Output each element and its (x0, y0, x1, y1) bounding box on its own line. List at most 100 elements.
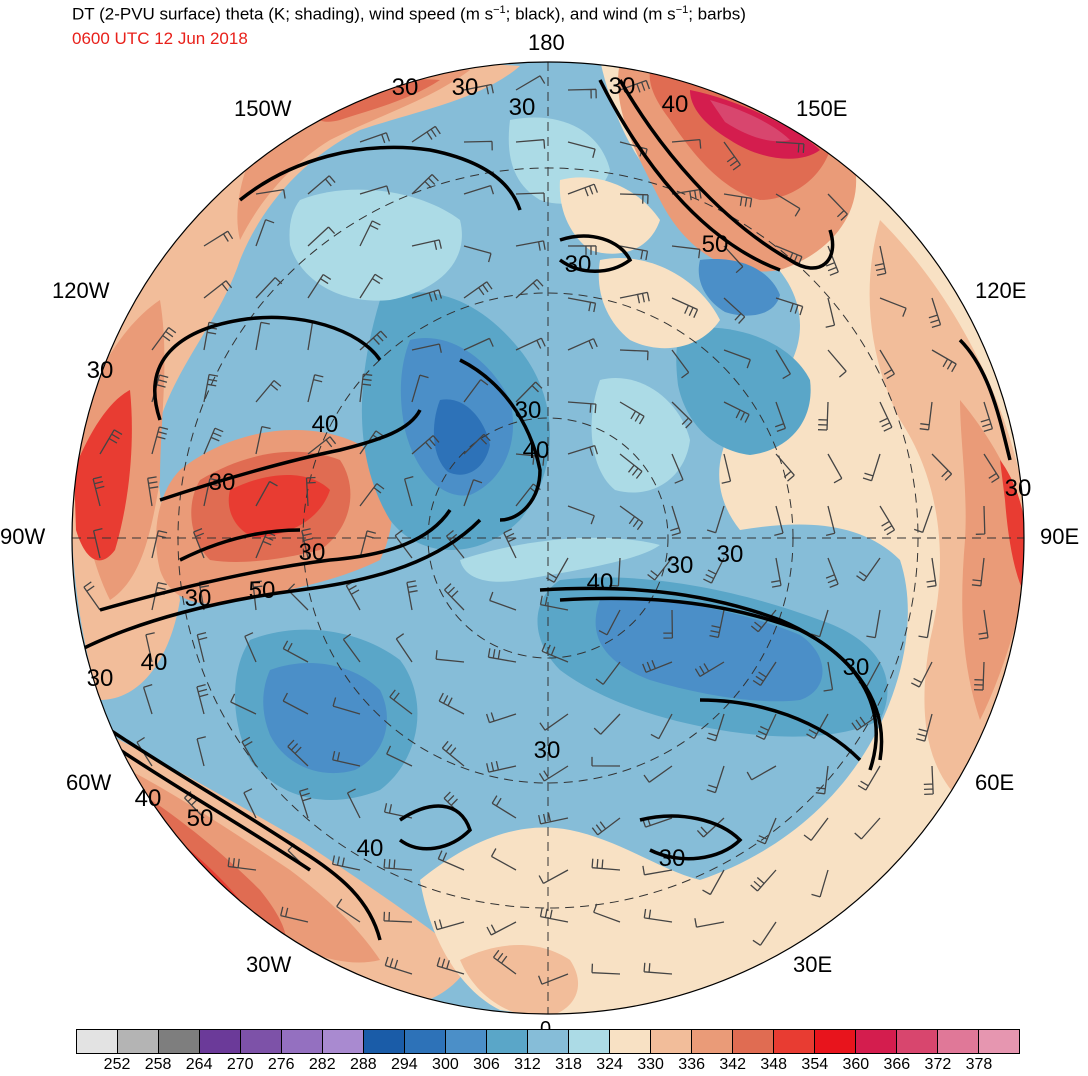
wind-barb (591, 756, 621, 767)
wind-barb (775, 297, 804, 316)
wind-barb (487, 648, 517, 663)
wind-barb (706, 505, 725, 534)
lon-label-150e: 150E (796, 96, 848, 121)
wind-barb (463, 479, 483, 507)
colorbar-swatch (774, 1030, 815, 1053)
wind-barb (642, 659, 673, 673)
wind-barb (203, 230, 234, 247)
wind-barb (305, 476, 316, 507)
wind-barb (862, 453, 881, 482)
colorbar-swatch (569, 1030, 610, 1053)
colorbar-tick-label: 378 (965, 1056, 993, 1073)
wind-barb (539, 713, 569, 731)
wind-barb (383, 858, 413, 871)
lon-label-60w: 60W (66, 770, 112, 795)
wind-barb (670, 505, 682, 537)
wind-barb (515, 75, 546, 91)
colorbar-tick-label: 288 (349, 1056, 377, 1073)
wind-barb (142, 683, 153, 715)
wind-barb (411, 239, 442, 250)
wind-barb (752, 921, 777, 946)
wind-barb (255, 277, 283, 299)
jet-contour-10 (119, 748, 311, 872)
wind-barb (445, 529, 465, 559)
wind-barb (975, 505, 986, 535)
wind-barb (721, 453, 732, 484)
wind-barb (642, 865, 673, 876)
colorbar-tick-label: 312 (514, 1056, 541, 1073)
colorbar-swatch (446, 1030, 487, 1053)
wind-barb (541, 642, 569, 663)
theta-colorbar (76, 1029, 1020, 1054)
colorbar-swatch (364, 1030, 405, 1053)
theta-shading (72, 62, 1024, 1014)
wind-barb (567, 88, 597, 99)
wind-barb (671, 349, 690, 379)
jet-contour-8 (598, 79, 781, 272)
colorbar-swatch (733, 1030, 774, 1053)
jet-contour-16 (398, 804, 473, 851)
jet-contour-18 (179, 528, 301, 562)
latitude-circle-3 (177, 167, 919, 909)
wind-barb (567, 297, 597, 313)
wind-barb (671, 188, 702, 201)
colorbar-swatch (815, 1030, 856, 1053)
wind-barb (671, 138, 702, 149)
wind-barb (706, 765, 725, 794)
wind-barb (486, 760, 517, 773)
colorbar-tick-label: 276 (267, 1056, 295, 1073)
wind-barb (827, 453, 843, 484)
wind-barb (591, 817, 621, 836)
wind-barb (815, 765, 829, 795)
contour-labels: 30 30 30 40 30 30 50 30 40 30 30 40 30 3… (87, 73, 1032, 872)
contour-label: 50 (187, 805, 214, 832)
colorbar-tick-label: 264 (185, 1056, 213, 1073)
wind-barb (619, 401, 645, 425)
wind-barb (774, 401, 787, 433)
colorbar-swatch (405, 1030, 446, 1053)
wind-barb (694, 918, 725, 928)
wind-barb (332, 697, 361, 715)
colorbar-swatch (200, 1030, 241, 1053)
wind-barb (515, 381, 543, 403)
contour-label: 30 (209, 469, 236, 496)
wind-barb (282, 640, 309, 663)
contour-label: 40 (587, 569, 614, 596)
wind-barb (241, 736, 257, 767)
colorbar-swatch (610, 1030, 651, 1053)
contour-label: 40 (141, 649, 168, 676)
wind-barb (411, 174, 439, 195)
lon-label-120e: 120E (975, 278, 1027, 303)
jet-contour-15 (958, 338, 1012, 461)
contour-label: 30 (299, 539, 326, 566)
wind-barb (978, 609, 989, 640)
wind-barb (810, 609, 829, 638)
contour-label: 30 (509, 94, 536, 121)
wind-barb (203, 427, 224, 455)
colorbar-swatch (651, 1030, 692, 1053)
wind-barb (359, 220, 381, 247)
wind-barb (515, 192, 545, 203)
contour-label: 30 (609, 73, 636, 100)
wind-barb (671, 453, 684, 484)
wind-barb (928, 297, 942, 329)
wind-barb (709, 609, 725, 639)
wind-barb (923, 765, 934, 796)
wind-barb (298, 787, 312, 819)
lon-label-120w: 120W (52, 278, 110, 303)
colorbar-swatch (856, 1030, 897, 1053)
jet-contour-7 (618, 79, 835, 270)
wind-barb (255, 480, 278, 507)
wind-speed-contours (79, 79, 1012, 941)
map-boundary (71, 61, 1025, 1015)
contour-label: 30 (515, 397, 542, 424)
contour-label: 50 (702, 231, 729, 258)
wind-barb (227, 857, 257, 871)
wind-barb (411, 125, 441, 143)
wind-barb (825, 245, 839, 276)
colorbar-swatch (692, 1030, 733, 1053)
wind-barb (595, 661, 621, 685)
wind-barb (411, 374, 429, 403)
wind-barb (503, 528, 517, 559)
wind-barb (856, 557, 881, 582)
